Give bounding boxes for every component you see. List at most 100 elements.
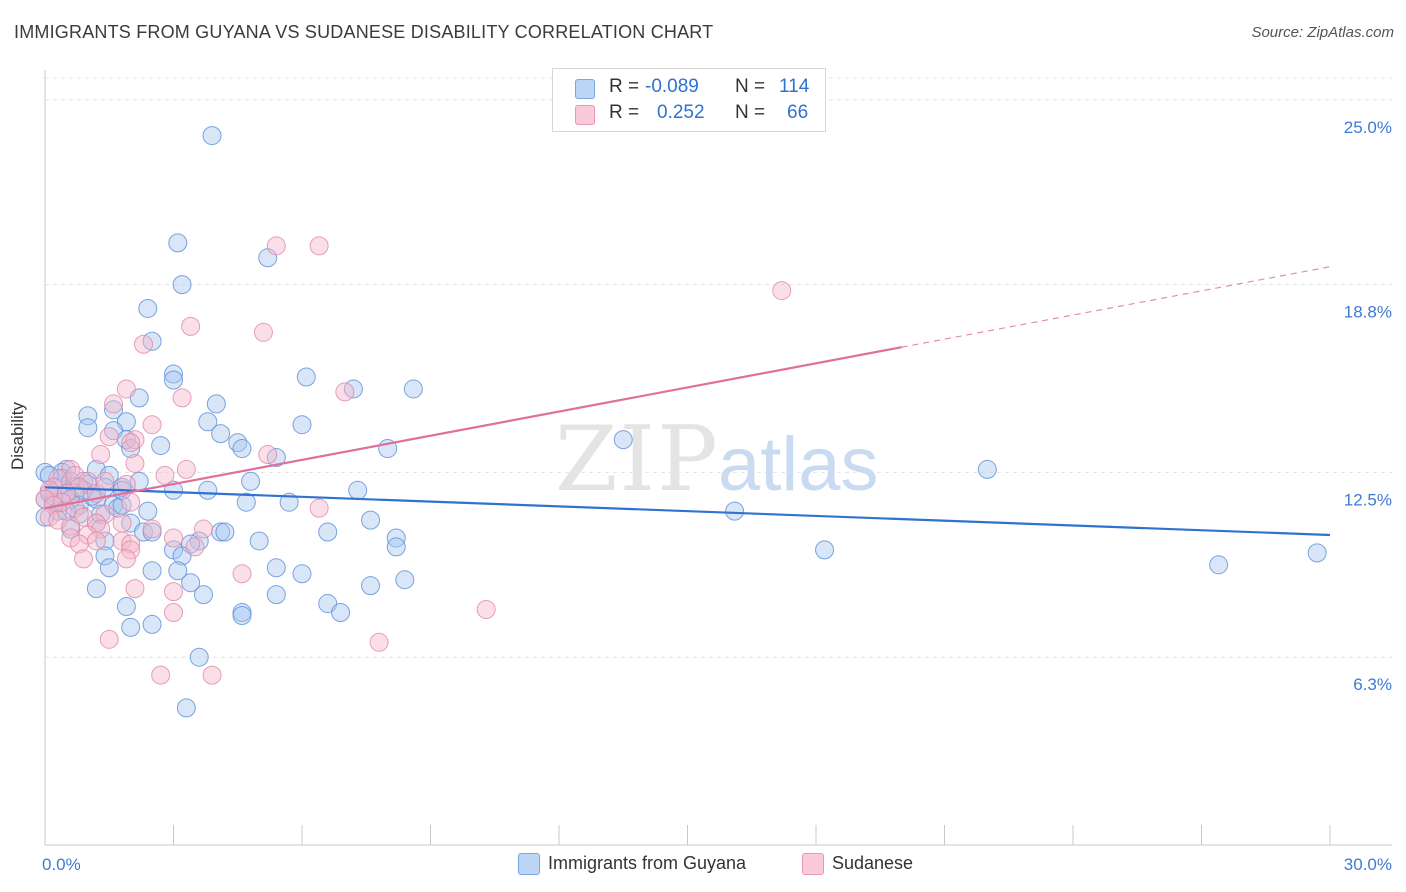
point-guyana — [164, 370, 183, 390]
point-sudanese — [253, 322, 273, 342]
point-guyana — [292, 564, 312, 584]
point-guyana — [189, 647, 209, 667]
point-sudanese — [193, 519, 213, 539]
bottom-legend-swatch-sudanese — [802, 853, 824, 875]
point-sudanese — [309, 498, 329, 518]
point-sudanese — [202, 665, 222, 685]
point-guyana — [198, 480, 218, 500]
legend-r-label: R = — [609, 102, 640, 123]
point-sudanese — [181, 316, 201, 336]
point-sudanese — [104, 394, 124, 414]
point-sudanese — [86, 531, 106, 551]
point-guyana — [318, 522, 338, 542]
point-sudanese — [134, 334, 154, 354]
point-guyana — [279, 492, 299, 512]
legend-swatch-sudanese — [575, 105, 595, 125]
point-guyana — [78, 418, 98, 438]
point-guyana — [138, 501, 158, 521]
point-guyana — [1209, 555, 1229, 575]
point-guyana — [176, 698, 196, 718]
watermark-atlas: atlas — [718, 422, 879, 507]
point-sudanese — [74, 549, 94, 569]
point-sudanese — [121, 492, 141, 512]
y-tick-label: 6.3% — [1353, 675, 1392, 694]
point-guyana — [266, 585, 286, 605]
x-tick-label: 30.0% — [1344, 855, 1392, 874]
watermark: ZIP atlas — [555, 407, 879, 512]
y-tick-label: 12.5% — [1344, 490, 1392, 509]
y-tick-label: 18.8% — [1344, 303, 1392, 322]
point-guyana — [121, 439, 141, 459]
point-guyana — [292, 415, 312, 435]
point-sudanese — [125, 453, 145, 473]
point-guyana — [168, 233, 188, 253]
point-sudanese — [232, 564, 252, 584]
point-sudanese — [116, 379, 136, 399]
x-tick-label: 0.0% — [42, 855, 81, 874]
point-guyana — [241, 471, 261, 491]
legend-n-label: N = — [735, 102, 766, 123]
point-guyana — [121, 617, 141, 637]
point-guyana — [331, 603, 351, 622]
point-sudanese — [176, 459, 196, 479]
point-sudanese — [69, 534, 89, 554]
legend-r-value: 0.252 — [657, 102, 705, 123]
point-guyana — [142, 614, 162, 634]
point-guyana — [193, 585, 213, 605]
point-guyana — [215, 522, 235, 542]
point-sudanese — [48, 510, 68, 530]
point-sudanese — [369, 632, 389, 652]
trend-line-sudanese-extension — [901, 266, 1331, 348]
watermark-zip: ZIP — [555, 407, 720, 512]
point-guyana — [1307, 543, 1327, 563]
point-sudanese — [142, 519, 162, 539]
point-sudanese — [155, 465, 175, 485]
y-tick-label: 25.0% — [1344, 118, 1392, 137]
point-guyana — [99, 558, 119, 578]
point-guyana — [86, 579, 106, 599]
point-sudanese — [335, 382, 355, 402]
point-guyana — [725, 501, 745, 521]
point-guyana — [266, 558, 286, 578]
point-guyana — [104, 400, 124, 420]
point-guyana — [116, 597, 136, 617]
point-guyana — [172, 275, 192, 295]
point-guyana — [168, 561, 188, 581]
point-guyana — [613, 430, 633, 450]
point-guyana — [386, 537, 406, 557]
axes — [44, 70, 1392, 846]
legend-n-label: N = — [735, 76, 766, 97]
point-sudanese — [99, 427, 119, 447]
trend-line-sudanese — [44, 346, 902, 510]
legend-r-value: -0.089 — [645, 76, 699, 97]
point-sudanese — [91, 519, 111, 539]
point-sudanese — [95, 471, 115, 491]
legend-swatch-guyana — [575, 79, 595, 99]
source-credit: Source: ZipAtlas.com — [1251, 24, 1394, 41]
point-guyana — [403, 379, 423, 399]
point-guyana — [206, 394, 226, 414]
y-axis-label: Disability — [8, 401, 27, 470]
point-guyana — [142, 561, 162, 581]
point-sudanese — [91, 445, 111, 465]
point-guyana — [232, 439, 252, 459]
legend-n-value: 114 — [779, 76, 810, 97]
point-guyana — [236, 492, 256, 512]
correlation-legend: R = -0.089 N = 114 R = 0.252 N = 66 — [552, 68, 826, 132]
series-sudanese — [35, 236, 792, 685]
point-sudanese — [112, 513, 132, 533]
point-sudanese — [142, 415, 162, 435]
point-sudanese — [151, 665, 171, 685]
point-sudanese — [164, 603, 183, 622]
point-sudanese — [116, 549, 136, 569]
legend-n-value: 66 — [787, 102, 809, 123]
bottom-legend-swatch-guyana — [518, 853, 540, 875]
point-sudanese — [121, 540, 141, 560]
point-guyana — [232, 605, 252, 625]
point-guyana — [249, 531, 269, 551]
x-tick-labels: 0.0% 30.0% — [42, 855, 1392, 874]
point-sudanese — [164, 528, 183, 548]
y-tick-labels: 6.3% 12.5% 18.8% 25.0% — [1344, 118, 1392, 694]
point-sudanese — [121, 433, 141, 453]
